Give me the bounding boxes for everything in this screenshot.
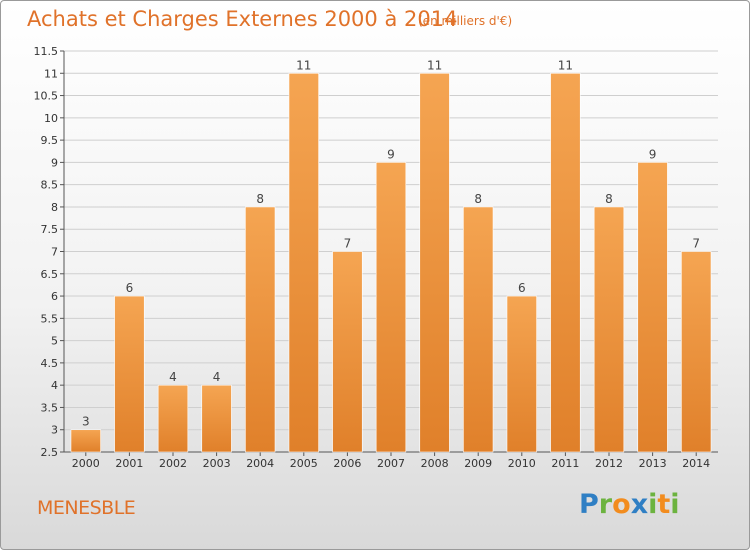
bar-2012: [593, 206, 625, 453]
bar-2004: [245, 206, 276, 453]
y-tick-label: 9.5: [41, 134, 59, 147]
logo-letter: x: [630, 489, 649, 520]
logo-letter: i: [670, 489, 680, 520]
x-tick-label: 2000: [72, 457, 100, 470]
x-tick-label: 2010: [508, 457, 536, 470]
chart-unit: (en milliers d'€): [418, 14, 513, 28]
data-label: 9: [649, 147, 657, 161]
data-label: 8: [256, 192, 264, 206]
x-tick-label: 2008: [421, 457, 449, 470]
y-tick-label: 9: [51, 156, 58, 169]
data-label: 11: [296, 58, 311, 72]
y-tick-label: 10.5: [34, 90, 59, 103]
bar-2006: [332, 251, 363, 453]
data-label: 7: [344, 237, 352, 251]
y-tick-label: 5.5: [41, 312, 59, 325]
y-tick-label: 6: [51, 290, 58, 303]
x-tick-label: 2007: [377, 457, 405, 470]
data-label: 8: [474, 192, 482, 206]
y-tick-label: 4: [51, 379, 58, 392]
bar-2007: [375, 162, 407, 453]
axes: 2.5 3 3.5 4 4.5 5 5.5 6 6.5 7 7.5 8 8.5 9 9.5 10 10.5 11 1…: [34, 45, 718, 470]
bar-2001: [114, 295, 145, 453]
bars: [70, 72, 712, 453]
x-tick-label: 2013: [639, 457, 667, 470]
bar-2002: [157, 384, 189, 453]
y-tick-label: 5: [51, 335, 58, 348]
bar-2009: [463, 206, 494, 453]
data-label: 3: [82, 415, 90, 429]
x-tick-label: 2004: [246, 457, 274, 470]
y-tick-label: 8: [51, 201, 58, 214]
logo-letter: o: [612, 489, 631, 520]
logo-letter: t: [657, 489, 671, 520]
logo-letter: r: [598, 489, 613, 520]
bar-2003: [201, 384, 232, 453]
x-tick-label: 2014: [682, 457, 710, 470]
x-tick-label: 2002: [159, 457, 187, 470]
chart-title: Achats et Charges Externes 2000 à 2014: [27, 7, 458, 31]
y-tick-label: 6.5: [41, 268, 59, 281]
y-tick-label: 11.5: [34, 45, 59, 58]
data-labels: 3 6 4 4 8 11 7 9 11 8 6 11 8 9 7: [82, 58, 700, 428]
data-label: 11: [558, 58, 573, 72]
bar-2005: [288, 72, 319, 453]
data-label: 8: [605, 192, 613, 206]
commune-name: MENESBLE: [37, 497, 136, 519]
x-tick-label: 2003: [203, 457, 231, 470]
bar-2014: [681, 251, 712, 453]
x-tick-label: 2012: [595, 457, 623, 470]
data-label: 11: [427, 58, 442, 72]
data-label: 6: [518, 281, 526, 295]
x-tick-label: 2011: [551, 457, 579, 470]
data-label: 9: [387, 147, 395, 161]
data-label: 6: [126, 281, 134, 295]
data-label: 4: [169, 370, 177, 384]
logo-letter: P: [579, 489, 599, 520]
x-tick-label: 2009: [464, 457, 492, 470]
y-tick-label: 8.5: [41, 179, 59, 192]
bar-2010: [506, 295, 537, 453]
y-tick-label: 4.5: [41, 357, 59, 370]
proxiti-logo[interactable]: Proxiti: [579, 489, 680, 520]
y-tick-label: 3: [51, 424, 58, 437]
bar-2013: [637, 162, 668, 453]
x-tick-label: 2001: [115, 457, 143, 470]
x-tick-label: 2006: [333, 457, 361, 470]
bar-2000: [70, 429, 101, 453]
y-tick-label: 7.5: [41, 223, 59, 236]
y-tick-label: 10: [44, 112, 58, 125]
y-tick-label: 11: [44, 67, 58, 80]
data-label: 4: [213, 370, 221, 384]
data-label: 7: [692, 237, 700, 251]
bar-2008: [419, 72, 450, 453]
y-tick-label: 3.5: [41, 401, 59, 414]
y-tick-label: 2.5: [41, 446, 59, 459]
y-tick-label: 7: [51, 246, 58, 259]
x-tick-label: 2005: [290, 457, 318, 470]
bar-2011: [550, 72, 581, 453]
logo-letter: i: [648, 489, 658, 520]
